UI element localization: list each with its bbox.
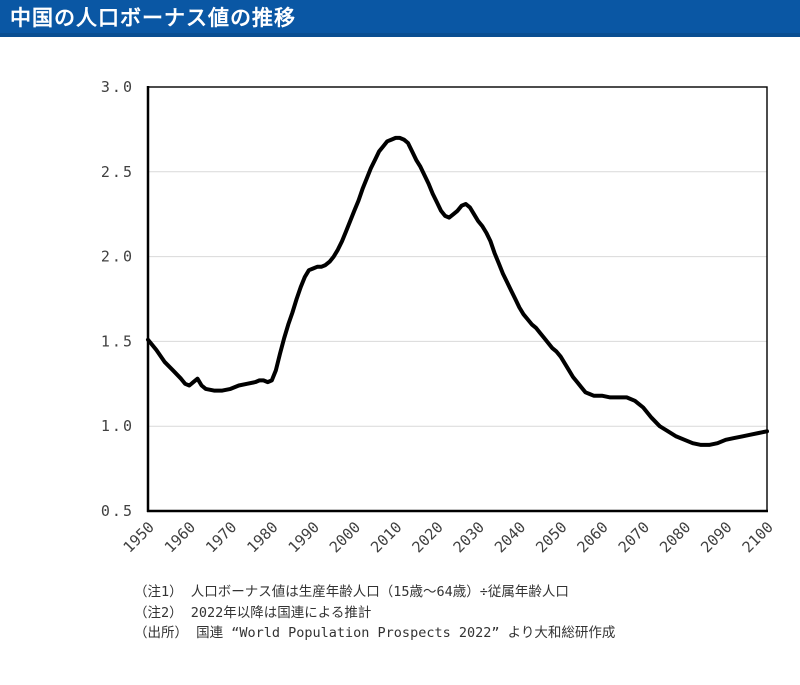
x-tick-label: 2010 [367, 518, 405, 556]
y-tick-label: 1.0 [101, 417, 134, 435]
page-title: 中国の人口ボーナス値の推移 [10, 6, 296, 30]
x-tick-label: 2000 [326, 518, 364, 556]
title-bar: 中国の人口ボーナス値の推移 [0, 0, 800, 37]
y-tick-label: 0.5 [101, 502, 134, 520]
x-tick-label: 2100 [739, 518, 777, 556]
y-tick-label: 1.5 [101, 332, 134, 350]
x-tick-label: 1960 [161, 518, 199, 556]
y-tick-label: 2.0 [101, 248, 134, 266]
footnote-line-2: （注2） 2022年以降は国連による推計 [134, 604, 372, 621]
plot-border [147, 86, 768, 512]
y-tick-label: 2.5 [101, 163, 134, 181]
x-tick-label: 2050 [532, 518, 570, 556]
x-tick-label: 2020 [408, 518, 446, 556]
x-tick-label: 1970 [202, 518, 240, 556]
x-tick-label: 2030 [450, 518, 488, 556]
x-tick-label: 2070 [615, 518, 653, 556]
series-line [146, 135, 769, 447]
footnote-line-3: （出所） 国連 “World Population Prospects 2022… [134, 625, 616, 641]
x-tick-label: 1990 [285, 518, 323, 556]
x-tick-label: 2080 [656, 518, 694, 556]
x-tick-label: 1980 [243, 518, 281, 556]
x-tick-label: 2060 [573, 518, 611, 556]
footnote-line-1: （注1） 人口ボーナス値は生産年齢人口（15歳～64歳）÷従属年齢人口 [134, 584, 569, 600]
x-tick-label: 1950 [120, 518, 158, 556]
x-tick-label: 2090 [697, 518, 735, 556]
x-tick-label: 2040 [491, 518, 529, 556]
y-tick-label: 3.0 [101, 78, 134, 96]
footnotes: （注1） 人口ボーナス値は生産年齢人口（15歳～64歳）÷従属年齢人口 （注2）… [134, 582, 784, 644]
